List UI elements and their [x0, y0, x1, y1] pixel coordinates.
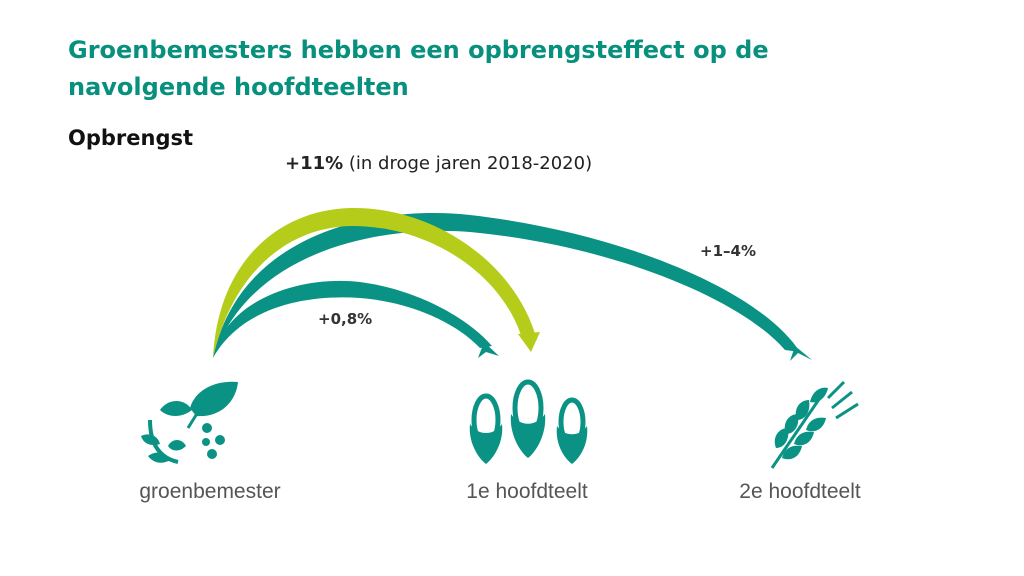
arrowhead-icon — [518, 332, 540, 352]
second-crop-percentage: +1–4% — [700, 242, 756, 260]
section-label: Opbrengst — [68, 126, 194, 150]
first-crop-label: 1e hoofdteelt — [466, 480, 588, 503]
seedling-icon — [141, 381, 238, 464]
corn-icon — [469, 379, 588, 464]
arrow-first-crop-teal — [213, 280, 499, 358]
source-label: groenbemester — [139, 480, 281, 503]
annotation-detail: (in droge jaren 2018-2020) — [348, 153, 593, 174]
dry-years-annotation: +11% (in droge jaren 2018-2020) — [285, 153, 592, 174]
arrow-second-crop — [213, 213, 812, 361]
arrow-first-crop-lime — [213, 207, 540, 358]
page-title: Groenbemesters hebben een opbrengsteffec… — [68, 36, 769, 101]
annotation-value: +11% — [285, 153, 344, 174]
wheat-icon — [770, 380, 859, 469]
second-crop-label: 2e hoofdteelt — [739, 480, 861, 503]
arrowhead-icon — [790, 346, 812, 361]
arrowhead-icon — [478, 342, 499, 358]
first-crop-teal-percentage: +0,8% — [318, 310, 373, 328]
